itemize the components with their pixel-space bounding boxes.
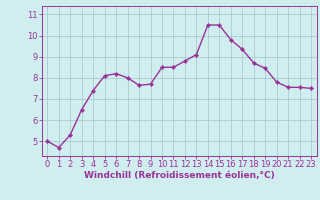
X-axis label: Windchill (Refroidissement éolien,°C): Windchill (Refroidissement éolien,°C) xyxy=(84,171,275,180)
